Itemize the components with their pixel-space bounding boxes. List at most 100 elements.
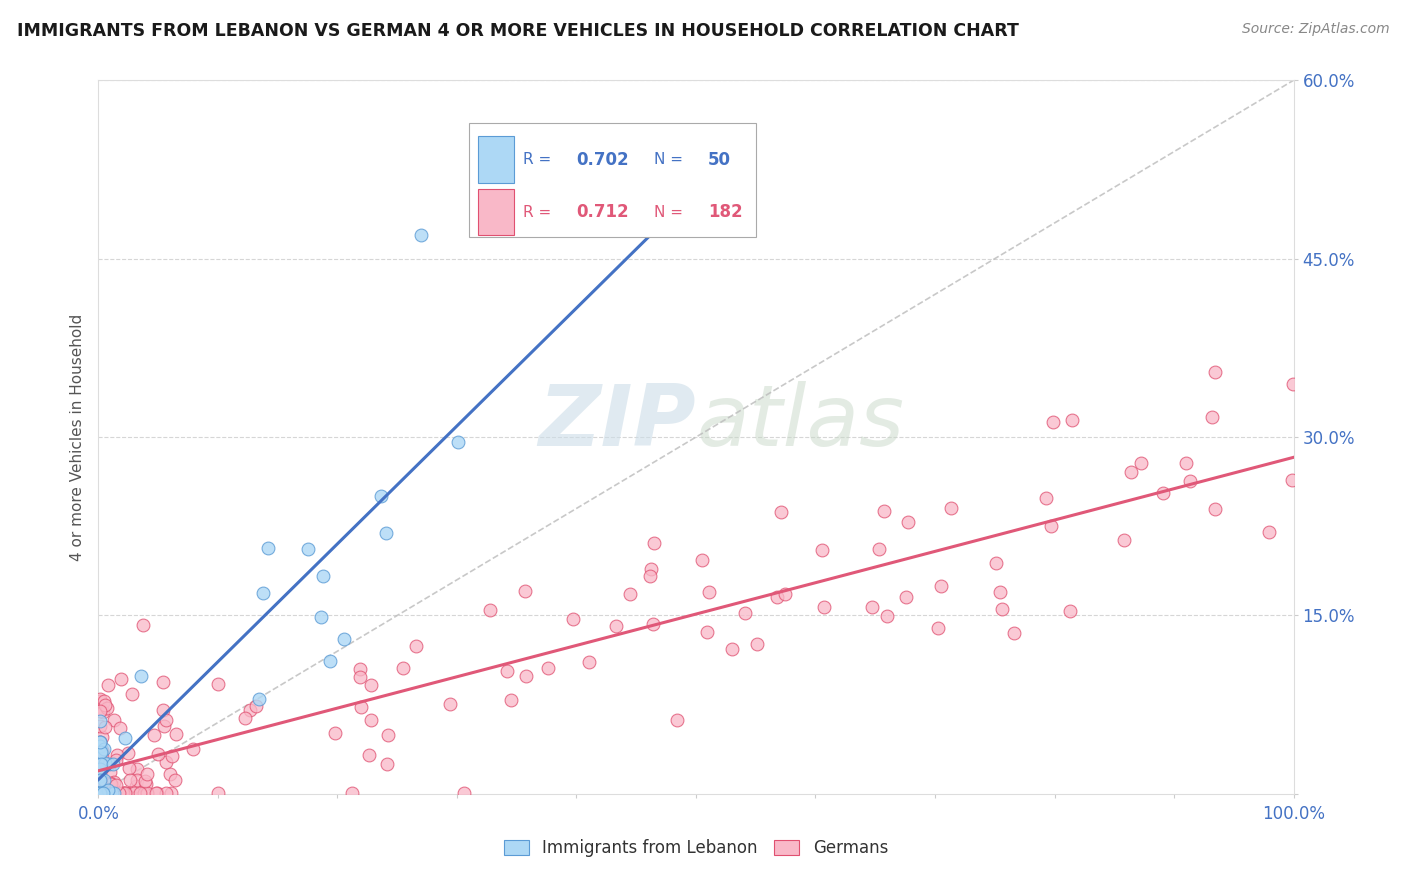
Point [941, 501, 963, 516]
Point [515, 669, 537, 683]
Point [160, 786, 183, 800]
Point [103, 775, 125, 789]
Text: Source: ZipAtlas.com: Source: ZipAtlas.com [1241, 22, 1389, 37]
Point [91, 731, 114, 745]
Point [1002, 626, 1025, 640]
Point [1204, 502, 1226, 516]
Point [103, 786, 125, 800]
Point [89, 745, 111, 759]
Point [89, 756, 111, 770]
Point [991, 602, 1014, 616]
Point [931, 579, 953, 593]
Point [392, 661, 415, 675]
Point [233, 711, 256, 725]
Bar [478, 189, 515, 235]
Point [90, 745, 112, 759]
Point [89, 747, 111, 762]
Point [90, 773, 112, 788]
Point [90, 786, 112, 800]
Point [439, 698, 461, 712]
Point [312, 569, 335, 583]
Point [297, 541, 319, 556]
Point [89, 693, 111, 707]
Point [89, 784, 111, 798]
Point [89, 764, 111, 778]
Point [125, 763, 148, 777]
Point [89, 739, 111, 754]
Point [165, 727, 187, 741]
Y-axis label: 4 or more Vehicles in Household: 4 or more Vehicles in Household [69, 313, 84, 561]
Point [374, 525, 396, 540]
Text: N =: N = [654, 153, 693, 167]
Point [1178, 474, 1201, 488]
Point [91, 786, 114, 800]
Text: IMMIGRANTS FROM LEBANON VS GERMAN 4 OR MORE VEHICLES IN HOUSEHOLD CORRELATION CH: IMMIGRANTS FROM LEBANON VS GERMAN 4 OR M… [17, 22, 1019, 40]
Point [114, 786, 136, 800]
Point [90, 703, 112, 717]
Point [89, 774, 111, 789]
Point [515, 584, 537, 599]
Point [98, 757, 121, 772]
Point [93, 786, 115, 800]
Point [207, 786, 229, 800]
Point [105, 748, 128, 763]
Point [89, 786, 111, 800]
Text: 182: 182 [709, 203, 742, 221]
Text: 50: 50 [709, 151, 731, 169]
Point [894, 590, 917, 604]
Text: R =: R = [523, 153, 561, 167]
Point [734, 606, 756, 620]
Point [1204, 365, 1226, 379]
Point [496, 665, 519, 679]
Point [90, 786, 112, 800]
FancyBboxPatch shape [470, 123, 756, 237]
Point [405, 640, 427, 654]
Point [129, 786, 152, 800]
Point [96, 786, 118, 800]
Text: atlas: atlas [696, 381, 904, 465]
Point [1035, 491, 1057, 505]
Point [159, 767, 181, 781]
Point [183, 741, 205, 756]
Point [721, 641, 744, 656]
Point [111, 785, 134, 799]
Point [89, 742, 111, 756]
Point [349, 662, 371, 676]
Point [89, 719, 111, 733]
Text: N =: N = [654, 204, 693, 219]
Point [873, 504, 896, 518]
Point [89, 786, 111, 800]
Point [89, 764, 111, 778]
Point [640, 568, 662, 582]
Point [1281, 376, 1303, 391]
Point [89, 785, 111, 799]
Point [135, 777, 157, 791]
Text: ZIP: ZIP [538, 381, 696, 465]
Point [359, 747, 381, 762]
Point [897, 515, 920, 529]
Point [155, 756, 177, 770]
Point [1129, 456, 1152, 470]
Point [89, 786, 111, 800]
Point [93, 773, 115, 788]
Legend: Immigrants from Lebanon, Germans: Immigrants from Lebanon, Germans [498, 833, 894, 864]
Text: 0.702: 0.702 [576, 151, 628, 169]
Point [91, 745, 114, 759]
Point [89, 735, 111, 749]
Point [447, 435, 470, 450]
Point [98, 776, 121, 790]
Point [97, 678, 120, 692]
Point [129, 669, 152, 683]
Point [342, 786, 364, 800]
Point [562, 612, 585, 626]
Point [89, 782, 111, 797]
Point [89, 739, 111, 754]
Point [90, 786, 112, 800]
Point [142, 728, 165, 742]
Point [349, 670, 371, 684]
Point [153, 719, 176, 733]
Point [411, 227, 433, 242]
Point [163, 772, 186, 787]
Point [93, 786, 115, 800]
Point [247, 692, 270, 706]
